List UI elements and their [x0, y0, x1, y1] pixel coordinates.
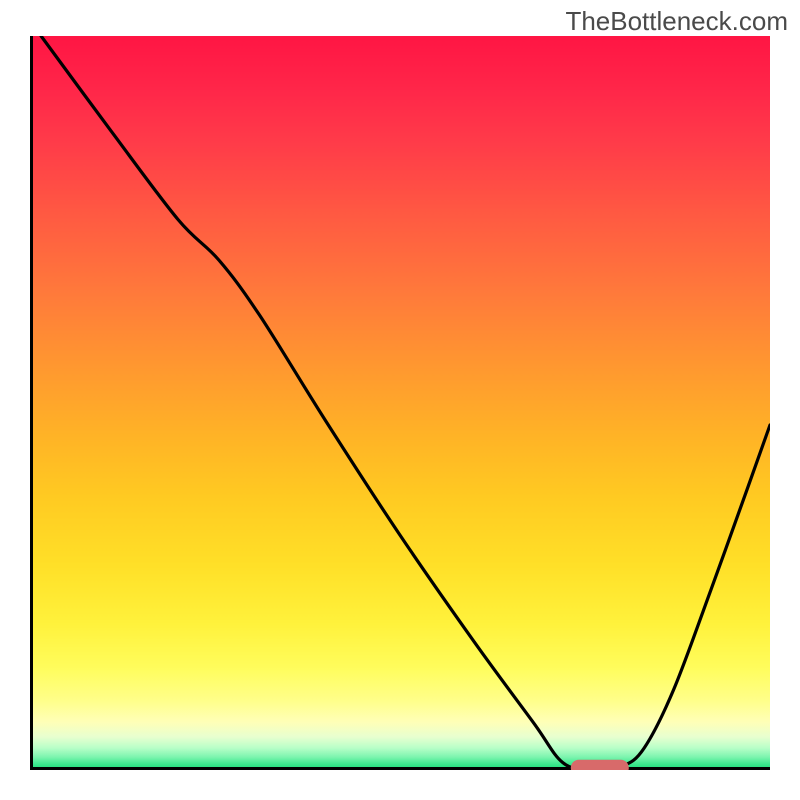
chart-stage: TheBottleneck.com [0, 0, 800, 800]
watermark-text: TheBottleneck.com [565, 6, 788, 37]
heat-gradient-background [30, 36, 770, 770]
